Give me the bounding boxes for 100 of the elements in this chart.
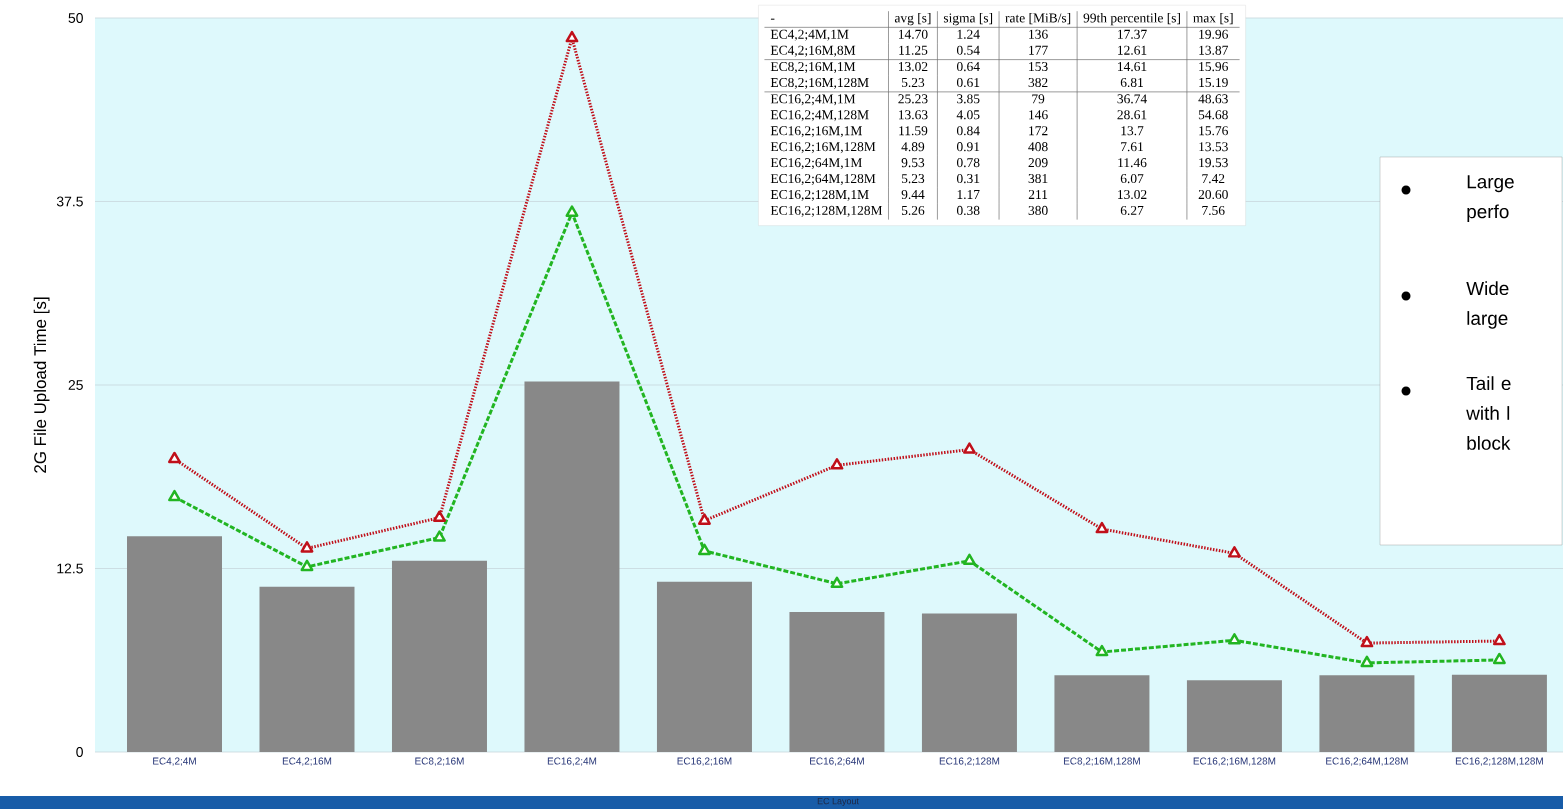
annotation: 0.54 — [956, 45, 980, 55]
annotation: 13.87 — [1199, 45, 1228, 55]
annotation: 15.19 — [1199, 78, 1228, 88]
annotation: 13.02 — [1118, 189, 1147, 200]
annotation: 0.64 — [956, 62, 980, 72]
annotation: 28.61 — [1117, 110, 1147, 120]
annotation: Tail e with l block — [1466, 376, 1511, 450]
annotation: 20.60 — [1198, 189, 1228, 200]
point — [963, 442, 976, 454]
annotation: 14.61 — [1118, 62, 1147, 72]
annotation: 0.61 — [956, 77, 980, 88]
annotation: rate [MiB/s] — [1005, 13, 1071, 25]
annotation: 17.37 — [1118, 29, 1147, 39]
point — [1095, 644, 1109, 657]
annotation: 177 — [1029, 45, 1048, 55]
annotation: 11.59 — [899, 126, 928, 136]
y-tick-label: 12.5 — [57, 563, 83, 574]
annotation: 15.76 — [1199, 126, 1228, 136]
annotation: sigma [s] — [943, 13, 993, 26]
point — [433, 510, 446, 522]
annotation: 4.05 — [956, 110, 980, 120]
point — [1227, 633, 1241, 645]
y-tick-label: 0 — [76, 747, 83, 757]
annotation: 211 — [1028, 189, 1048, 199]
y-axis-title: 2G File Upload Time [s] — [33, 297, 50, 473]
annotation: EC16,2;4M,1M — [770, 94, 856, 106]
point — [1492, 633, 1506, 646]
annotation: 7.56 — [1202, 205, 1225, 216]
point — [698, 543, 711, 556]
annotation: EC16,2;128M,1M — [770, 189, 869, 201]
bar — [1319, 675, 1415, 752]
annotation: Wide large — [1466, 281, 1509, 329]
point — [433, 530, 446, 542]
x-tick-label: EC16,2;16M — [677, 757, 732, 766]
annotation: 380 — [1028, 205, 1048, 215]
annotation: 0.31 — [956, 173, 980, 184]
point — [565, 205, 579, 217]
annotation: 5.23 — [901, 174, 925, 184]
annotation: - — [770, 18, 775, 20]
annotation: 6.81 — [1120, 77, 1143, 88]
x-tick-label: EC4,2;16M — [282, 757, 332, 766]
annotation: 0.84 — [956, 126, 980, 136]
bar — [127, 536, 222, 752]
x-axis-title: EC Layout — [817, 797, 859, 807]
point — [1492, 652, 1506, 665]
point — [168, 489, 181, 502]
annotation: 9.44 — [901, 189, 925, 200]
bar — [259, 586, 355, 752]
annotation: 0.91 — [956, 142, 980, 152]
x-tick-label: EC16,2;16M,128M — [1193, 757, 1276, 766]
annotation: 146 — [1029, 110, 1048, 120]
annotation: 13.63 — [899, 110, 928, 120]
annotation: 1.17 — [957, 190, 980, 200]
annotation: 79 — [1032, 94, 1045, 104]
x-tick-label: EC16,2;64M,128M — [1326, 757, 1408, 766]
annotation: max [s] — [1193, 13, 1233, 25]
annotation: EC8,2;16M,128M — [770, 77, 869, 89]
annotation: 5.26 — [901, 205, 925, 216]
annotation: 13.7 — [1121, 126, 1144, 136]
x-tick-label: EC4,2;4M — [153, 757, 196, 766]
annotation: 5.23 — [901, 78, 925, 88]
annotation: 1.24 — [957, 29, 980, 39]
annotation: 14.70 — [899, 29, 928, 39]
annotation: avg [s] — [894, 13, 931, 26]
point — [698, 513, 711, 525]
annotation: Large perfo — [1467, 175, 1514, 223]
annotation: 0.38 — [956, 205, 980, 216]
x-tick-label: EC16,2;4M — [547, 757, 597, 766]
point — [963, 553, 976, 566]
bar — [524, 381, 620, 752]
point — [565, 30, 579, 43]
bar — [656, 581, 752, 752]
point — [1095, 521, 1109, 534]
annotation: 3.85 — [957, 94, 980, 104]
annotation: 13.02 — [899, 62, 928, 72]
annotation: 48.63 — [1198, 94, 1228, 104]
y-tick-label: 25 — [68, 380, 83, 390]
point — [1360, 655, 1374, 668]
annotation: 25.23 — [898, 94, 928, 104]
annotation: 4.89 — [901, 142, 925, 152]
x-tick-label: EC8,2;16M,128M — [1063, 757, 1140, 766]
annotation: 172 — [1029, 126, 1048, 136]
annotation: 15.96 — [1199, 62, 1228, 72]
bar — [789, 612, 885, 752]
x-tick-label: EC16,2;128M — [939, 757, 1000, 766]
annotation: EC16,2;128M,128M — [770, 205, 883, 217]
annotation: 36.74 — [1117, 94, 1147, 104]
annotation: 6.27 — [1120, 205, 1144, 216]
annotation: EC16,2;64M,1M — [770, 158, 862, 170]
annotation: 19.96 — [1199, 29, 1228, 39]
annotation: 408 — [1028, 142, 1048, 152]
annotation: 6.07 — [1120, 173, 1144, 184]
annotation: 381 — [1028, 173, 1048, 184]
y-tick-label: 50 — [68, 13, 83, 23]
annotation: 136 — [1029, 29, 1048, 39]
annotation: 19.53 — [1199, 158, 1228, 168]
annotation: 11.25 — [899, 45, 928, 55]
annotation: 11.46 — [1118, 158, 1147, 168]
annotation: 13.53 — [1199, 142, 1228, 152]
point — [830, 576, 844, 589]
